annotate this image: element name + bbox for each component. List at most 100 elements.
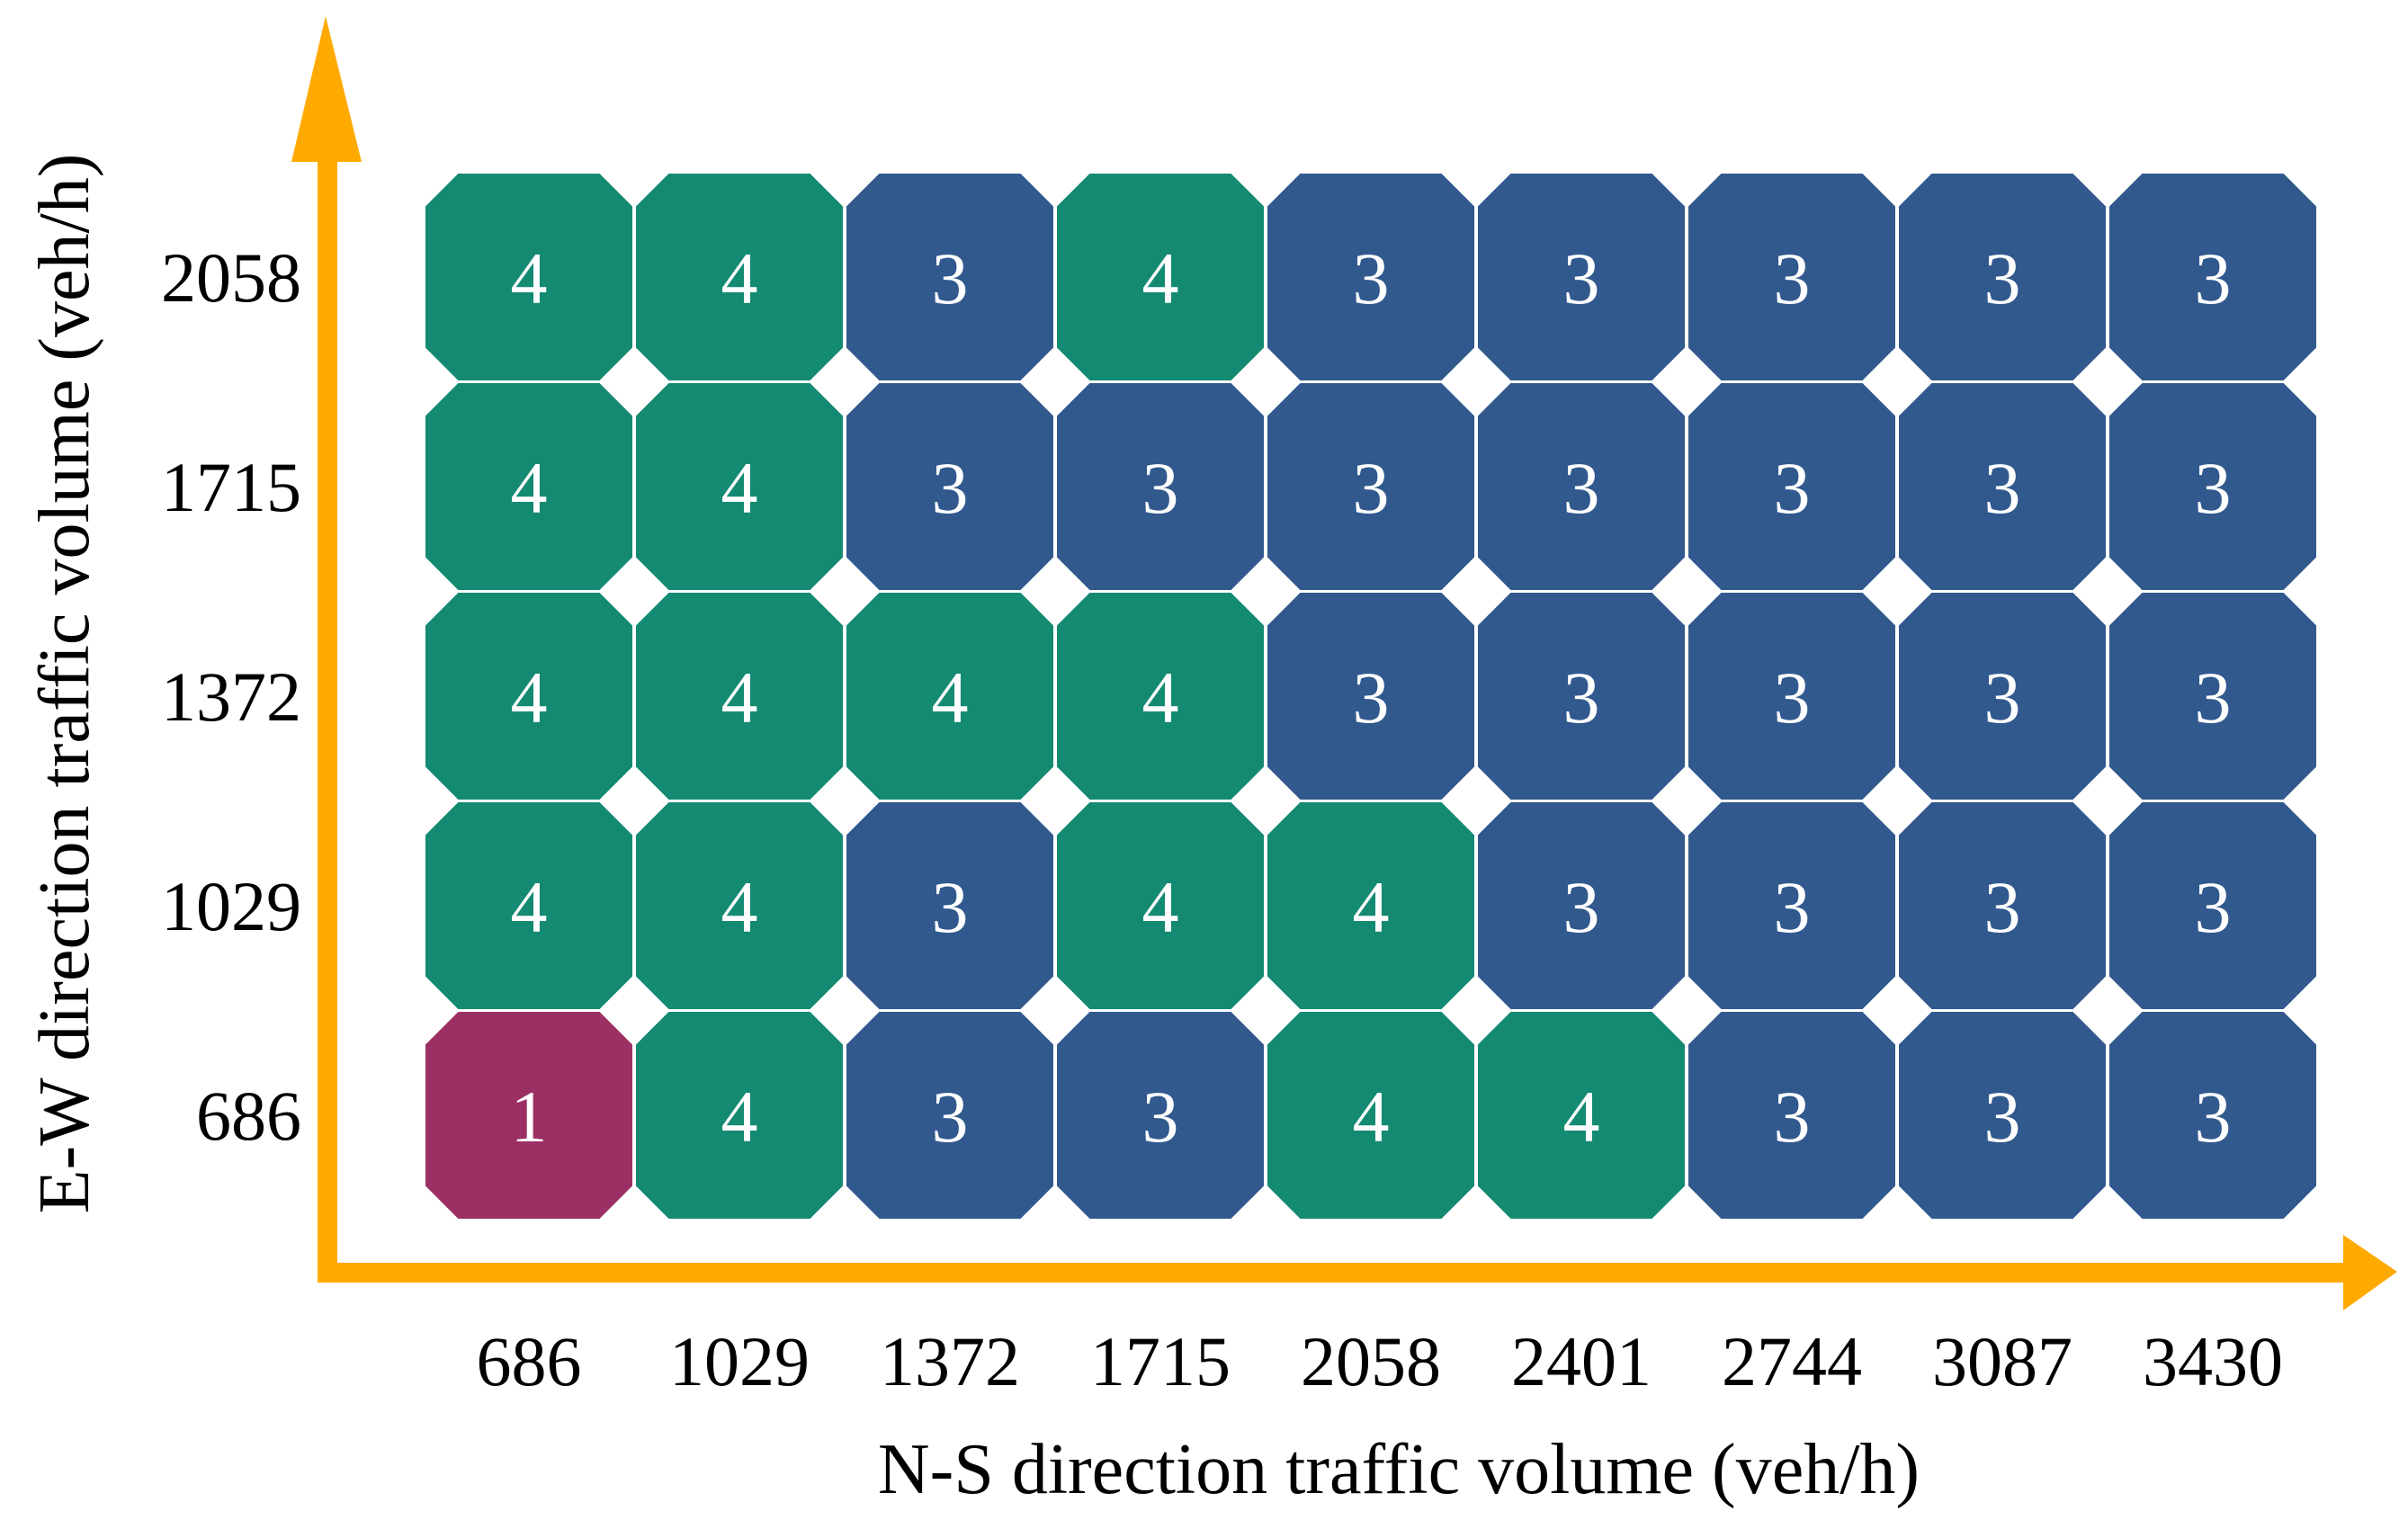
- heatmap-cell: 3: [2108, 591, 2318, 801]
- heatmap-cell-value: 4: [1142, 866, 1179, 948]
- heatmap-cell-shape: [845, 172, 1055, 382]
- heatmap-cell-shape: [1055, 800, 1266, 1011]
- x-tick-labels: 686 1029 1372 1715 2058 2401 2744 3087 3430: [477, 1322, 2284, 1400]
- heatmap-cell-shape: [634, 172, 845, 382]
- heatmap-cell-value: 3: [1353, 657, 1390, 738]
- heatmap-cell: 3: [1687, 591, 1897, 801]
- heatmap-cell: 4: [845, 591, 1055, 801]
- x-tick-label: 2401: [1511, 1322, 1652, 1400]
- heatmap-cell: 3: [1266, 381, 1476, 592]
- heatmap-cell-value: 3: [932, 237, 969, 319]
- heatmap-cell-shape: [1266, 800, 1476, 1011]
- heatmap-cell-value: 3: [1984, 447, 2021, 529]
- heatmap-cell: 3: [845, 1010, 1055, 1221]
- heatmap-cell-shape: [634, 1010, 845, 1221]
- heatmap-cell: 3: [1897, 381, 2108, 592]
- y-tick-label: 2058: [161, 238, 301, 317]
- heatmap-cell-shape: [424, 1010, 634, 1221]
- heatmap-cell-value: 3: [1984, 1076, 2021, 1158]
- heatmap-cell: 3: [1897, 591, 2108, 801]
- heatmap-cell: 4: [634, 1010, 845, 1221]
- x-axis-line: [318, 1263, 2359, 1283]
- heatmap-cell-value: 3: [2195, 1076, 2232, 1158]
- x-tick-label: 2058: [1301, 1322, 1441, 1400]
- x-tick-label: 686: [477, 1322, 582, 1400]
- heatmap-cell-value: 3: [1774, 866, 1811, 948]
- heatmap-cell: 3: [2108, 1010, 2318, 1221]
- heatmap-cell-shape: [1476, 591, 1687, 801]
- heatmap-cell-value: 3: [1984, 866, 2021, 948]
- heatmap-cell-value: 3: [932, 1076, 969, 1158]
- heatmap-cell-value: 4: [1353, 1076, 1390, 1158]
- heatmap-cell-value: 3: [1563, 866, 1600, 948]
- heatmap-cell: 3: [1897, 800, 2108, 1011]
- heatmap-cell: 3: [1055, 381, 1266, 592]
- heatmap-cell-shape: [1055, 381, 1266, 592]
- heatmap-cell-shape: [845, 1010, 1055, 1221]
- heatmap-cell-value: 3: [2195, 237, 2232, 319]
- heatmap-cell: 3: [1687, 1010, 1897, 1221]
- heatmap-cell-shape: [1266, 591, 1476, 801]
- heatmap-cell: 4: [1055, 591, 1266, 801]
- cells-layer: 1 4 3 3 4 4 3 3 3 4 4 3 4 4 3 3 3 3 4 4 4 4 3 3 3 3 3 4 4 3 3 3 3 3 3 3 4 4 3 4…: [424, 172, 2318, 1221]
- heatmap-cell-value: 3: [1353, 447, 1390, 529]
- heatmap-cell-value: 3: [1563, 657, 1600, 738]
- heatmap-cell: 3: [2108, 172, 2318, 382]
- heatmap-cell-shape: [1476, 381, 1687, 592]
- heatmap-cell: 3: [1897, 172, 2108, 382]
- axes-layer: [291, 16, 2397, 1310]
- heatmap-cell-value: 4: [511, 237, 548, 319]
- heatmap-cell: 3: [1476, 800, 1687, 1011]
- heatmap-cell-shape: [1476, 172, 1687, 382]
- heatmap-cell-shape: [1687, 172, 1897, 382]
- heatmap-cell: 3: [1266, 172, 1476, 382]
- heatmap-cell-shape: [1897, 172, 2108, 382]
- heatmap-cell-shape: [634, 381, 845, 592]
- heatmap-cell-shape: [2108, 800, 2318, 1011]
- heatmap-cell-value: 4: [1353, 866, 1390, 948]
- y-tick-labels: 686 1029 1372 1715 2058: [161, 238, 301, 1155]
- heatmap-cell: 4: [634, 381, 845, 592]
- heatmap-cell-shape: [845, 591, 1055, 801]
- heatmap-cell-value: 3: [1563, 447, 1600, 529]
- heatmap-cell-value: 3: [932, 866, 969, 948]
- y-tick-label: 686: [196, 1077, 301, 1155]
- heatmap-cell-shape: [634, 591, 845, 801]
- heatmap-cell-shape: [424, 381, 634, 592]
- heatmap-cell-value: 4: [1142, 657, 1179, 738]
- heatmap-cell-value: 3: [1142, 1076, 1179, 1158]
- heatmap-cell-value: 3: [1774, 657, 1811, 738]
- heatmap-cell-value: 3: [2195, 447, 2232, 529]
- heatmap-cell: 4: [634, 172, 845, 382]
- heatmap-cell: 4: [1266, 1010, 1476, 1221]
- heatmap-cell-value: 4: [721, 866, 758, 948]
- heatmap-cell-shape: [1897, 1010, 2108, 1221]
- heatmap-cell: 4: [424, 800, 634, 1011]
- heatmap-cell: 3: [1476, 591, 1687, 801]
- heatmap-cell: 3: [1055, 1010, 1266, 1221]
- heatmap-cell-shape: [424, 800, 634, 1011]
- y-axis-title: E-W direction traffic volume (veh/h): [25, 154, 104, 1214]
- x-tick-label: 1715: [1090, 1322, 1231, 1400]
- x-tick-label: 2744: [1722, 1322, 1862, 1400]
- heatmap-cell-shape: [845, 800, 1055, 1011]
- heatmap-cell: 3: [1476, 172, 1687, 382]
- heatmap-cell: 4: [1055, 800, 1266, 1011]
- heatmap-cell-shape: [1055, 1010, 1266, 1221]
- heatmap-cell: 4: [1266, 800, 1476, 1011]
- y-tick-label: 1715: [161, 448, 301, 526]
- heatmap-cell-shape: [2108, 381, 2318, 592]
- heatmap-cell-value: 3: [2195, 866, 2232, 948]
- heatmap-cell: 4: [1476, 1010, 1687, 1221]
- heatmap-cell: 3: [845, 381, 1055, 592]
- heatmap-cell-value: 3: [1984, 237, 2021, 319]
- heatmap-cell-value: 4: [721, 447, 758, 529]
- heatmap-cell-shape: [1476, 800, 1687, 1011]
- heatmap-cell-value: 4: [511, 657, 548, 738]
- heatmap-cell-shape: [1897, 591, 2108, 801]
- heatmap-cell-value: 4: [511, 447, 548, 529]
- x-tick-label: 1372: [880, 1322, 1020, 1400]
- heatmap-cell-value: 3: [1353, 237, 1390, 319]
- heatmap-cell-shape: [1266, 172, 1476, 382]
